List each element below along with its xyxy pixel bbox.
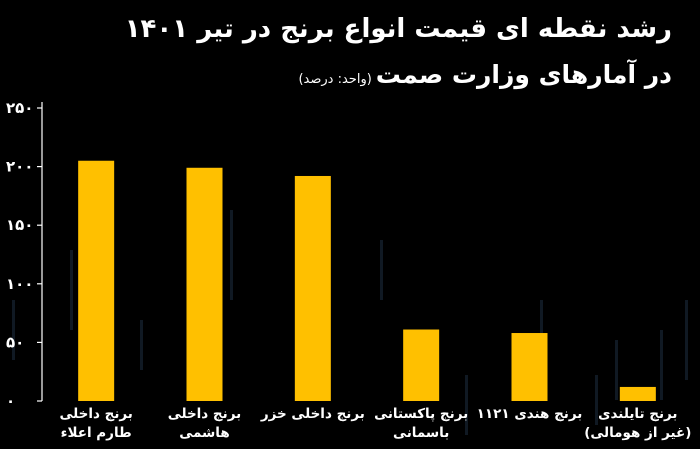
bar	[186, 167, 223, 401]
category-label: باسمانی	[393, 425, 449, 441]
bar	[78, 160, 115, 401]
decor-mark	[465, 375, 468, 435]
category-label: طارم اعلاء	[61, 425, 132, 441]
y-tick-label: ۰	[6, 392, 15, 410]
y-tick-label: ۵۰	[6, 333, 24, 351]
decor-mark	[615, 340, 618, 400]
decor-mark	[230, 210, 233, 300]
category-label: برنج داخلی	[59, 406, 132, 422]
title-text-2: در آمارهای وزارت صمت	[375, 60, 672, 89]
decor-mark	[685, 300, 688, 380]
bar	[619, 386, 656, 401]
decor-mark	[70, 250, 73, 330]
unit-label: (واحد: درصد)	[298, 72, 372, 87]
category-label: برنج داخلی خزر	[260, 406, 365, 422]
decor-mark	[140, 320, 143, 370]
bar	[511, 333, 548, 401]
category-label: برنج داخلی	[168, 406, 241, 422]
bar	[294, 175, 331, 401]
bar	[403, 329, 440, 401]
chart-title-line2: در آمارهای وزارت صمت(واحد: درصد)	[298, 60, 672, 89]
y-tick-label: ۱۵۰	[6, 216, 33, 234]
decor-mark	[660, 330, 663, 400]
category-label: برنج تایلندی	[598, 406, 677, 422]
y-tick-label: ۲۰۰	[6, 158, 33, 176]
title-text-1: رشد نقطه ای قیمت انواع برنج در تیر ۱۴۰۱	[124, 14, 672, 44]
category-label: (غیر از هومالی)	[584, 425, 691, 441]
category-label: برنج پاکستانی	[374, 406, 468, 422]
decor-mark	[595, 375, 598, 425]
category-label: هاشمی	[179, 425, 229, 441]
category-label: برنج هندی ۱۱۲۱	[477, 406, 583, 422]
y-tick-label: ۲۵۰	[6, 99, 33, 117]
y-tick-label: ۱۰۰	[6, 275, 33, 293]
chart-title-line1: رشد نقطه ای قیمت انواع برنج در تیر ۱۴۰۱	[125, 14, 672, 44]
decor-mark	[12, 300, 15, 360]
decor-mark	[380, 240, 383, 300]
